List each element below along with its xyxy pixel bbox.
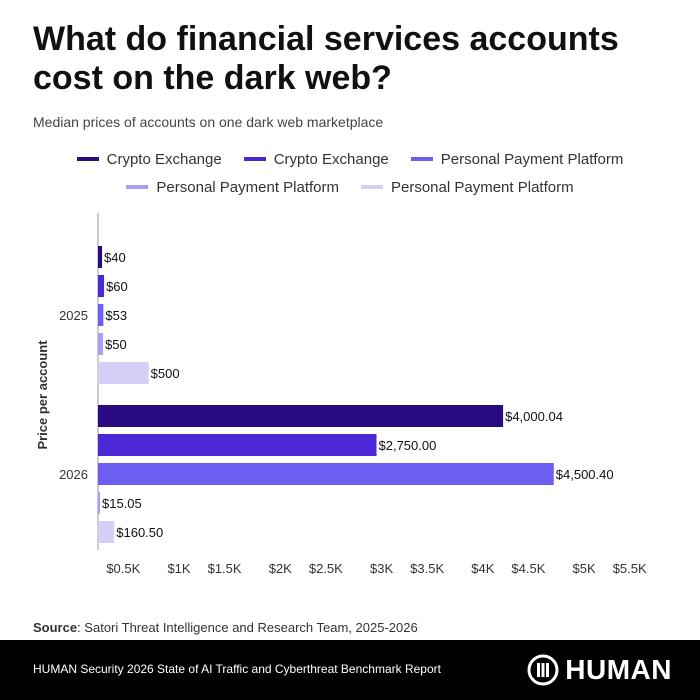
footer-bar: HUMAN Security 2026 State of AI Traffic … — [0, 640, 700, 700]
bar-2026-2 — [98, 463, 554, 485]
legend-label: Crypto Exchange — [273, 150, 389, 168]
chart-title: What do financial services accounts cost… — [33, 20, 619, 97]
bar-2025-1 — [98, 275, 105, 297]
x-tick-label: $0.5K — [106, 561, 140, 576]
x-tick-label: $5.5K — [613, 561, 647, 576]
data-label: $4,000.04 — [505, 409, 563, 424]
legend-item: Personal Payment Platform — [126, 179, 339, 196]
legend-swatch — [76, 157, 99, 161]
bar-2025-2 — [98, 304, 104, 326]
bar-2025-3 — [98, 333, 104, 355]
source-text: : Satori Threat Intelligence and Researc… — [77, 620, 418, 635]
data-label: $53 — [105, 308, 127, 323]
legend-swatch — [126, 185, 149, 189]
bar-2026-4 — [98, 521, 115, 543]
legend-row-1: Crypto Exchange Crypto Exchange Personal… — [0, 145, 700, 173]
x-tick-label: $5K — [573, 561, 596, 576]
human-logo-icon — [527, 654, 559, 686]
legend-item: Crypto Exchange — [76, 150, 222, 168]
x-tick-label: $4.5K — [511, 561, 545, 576]
x-tick-label: $1.5K — [208, 561, 242, 576]
chart-subtitle: Median prices of accounts on one dark we… — [33, 114, 384, 130]
x-tick-label: $2.5K — [309, 561, 343, 576]
human-logo: HUMAN — [527, 654, 672, 686]
bar-2025-0 — [98, 246, 103, 268]
chart-legend: Crypto Exchange Crypto Exchange Personal… — [0, 145, 700, 201]
legend-label: Crypto Exchange — [106, 150, 222, 168]
data-label: $40 — [104, 250, 126, 265]
category-label-2026: 2026 — [59, 467, 88, 482]
footer-report-title: HUMAN Security 2026 State of AI Traffic … — [33, 662, 441, 676]
source-label: Source — [33, 620, 78, 635]
legend-swatch — [361, 185, 383, 189]
logo-wordmark: HUMAN — [565, 654, 672, 685]
legend-item: Crypto Exchange — [243, 150, 389, 168]
data-label: $50 — [105, 337, 127, 352]
y-axis-title: Price per account — [35, 340, 50, 450]
bar-2026-1 — [98, 434, 377, 456]
legend-swatch — [410, 157, 433, 161]
legend-label: Personal Payment Platform — [440, 150, 624, 168]
legend-swatch — [243, 157, 266, 161]
data-label: $160.50 — [116, 525, 163, 540]
data-label: $60 — [106, 279, 128, 294]
legend-row-2: Personal Payment Platform Personal Payme… — [0, 173, 700, 201]
legend-item: Personal Payment Platform — [410, 150, 624, 168]
data-label: $15.05 — [102, 496, 142, 511]
x-tick-label: $1K — [167, 561, 190, 576]
data-label: $500 — [151, 366, 180, 381]
category-label-2025: 2025 — [59, 308, 88, 323]
source-note: Source: Satori Threat Intelligence and R… — [33, 620, 418, 635]
x-tick-label: $2K — [269, 561, 292, 576]
bar-chart: Price per account $40 $60 $53 $50 $500 2025 $4,… — [35, 213, 647, 576]
legend-label: Personal Payment Platform — [391, 178, 574, 196]
x-tick-label: $3K — [370, 561, 393, 576]
legend-label: Personal Payment Platform — [156, 178, 339, 196]
x-tick-label: $3.5K — [410, 561, 444, 576]
legend-item: Personal Payment Platform — [361, 179, 574, 196]
data-label: $4,500.40 — [556, 467, 614, 482]
bar-2026-0 — [98, 405, 504, 427]
bar-2025-4 — [98, 362, 149, 384]
data-label: $2,750.00 — [379, 438, 437, 453]
x-tick-label: $4K — [471, 561, 494, 576]
bar-2026-3 — [98, 492, 100, 514]
